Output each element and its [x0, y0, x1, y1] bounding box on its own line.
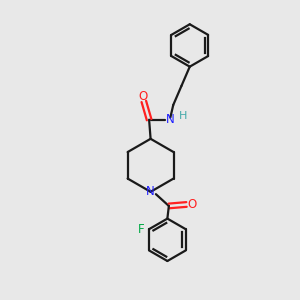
Text: H: H: [178, 111, 187, 121]
Text: F: F: [137, 223, 144, 236]
Text: O: O: [187, 198, 196, 211]
Text: N: N: [166, 113, 175, 126]
Text: O: O: [139, 90, 148, 103]
Text: N: N: [146, 185, 155, 198]
